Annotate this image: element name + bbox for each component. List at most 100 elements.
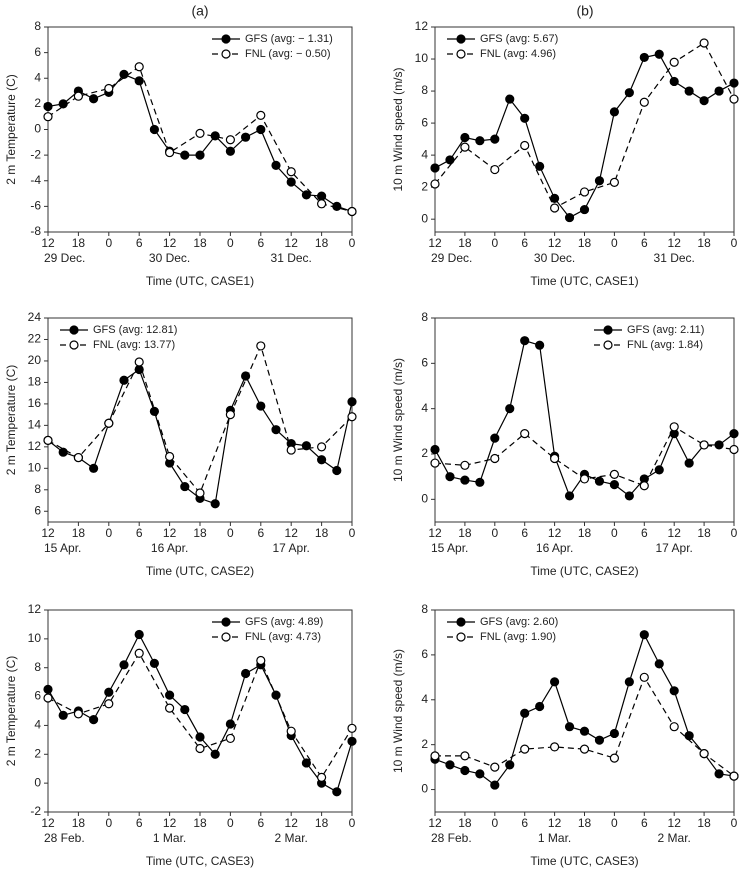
marker bbox=[535, 701, 545, 712]
y-tick-label: 8 bbox=[34, 660, 41, 674]
marker bbox=[490, 433, 500, 443]
x-tick-label: 6 bbox=[257, 236, 264, 250]
date-label: 1 Mar. bbox=[153, 831, 186, 845]
marker bbox=[225, 733, 235, 744]
x-tick-label: 12 bbox=[548, 526, 562, 540]
date-label: 2 Mar. bbox=[658, 831, 691, 845]
marker bbox=[456, 49, 466, 59]
marker bbox=[256, 124, 266, 135]
y-tick-label: 16 bbox=[28, 396, 42, 410]
y-tick-label: -8 bbox=[30, 224, 41, 238]
marker bbox=[165, 147, 175, 158]
y-tick-label: 0 bbox=[421, 492, 428, 506]
marker bbox=[317, 442, 327, 452]
x-tick-label: 18 bbox=[697, 526, 711, 540]
marker bbox=[73, 709, 84, 719]
x-tick-label: 0 bbox=[227, 816, 234, 830]
marker bbox=[271, 160, 281, 170]
x-axis-label: Time (UTC, CASE1) bbox=[146, 274, 254, 288]
marker bbox=[210, 749, 220, 759]
y-tick-label: 0 bbox=[421, 211, 428, 225]
marker bbox=[505, 404, 515, 414]
series-line bbox=[434, 42, 735, 209]
marker bbox=[256, 110, 266, 121]
series-line bbox=[47, 368, 353, 505]
marker bbox=[347, 397, 357, 407]
marker bbox=[195, 128, 205, 138]
marker bbox=[241, 132, 251, 142]
x-tick-label: 12 bbox=[548, 816, 562, 830]
marker bbox=[88, 94, 99, 104]
y-tick-label: 0 bbox=[34, 122, 41, 136]
marker bbox=[475, 769, 485, 779]
marker bbox=[594, 735, 605, 745]
date-label: 16 Apr. bbox=[536, 541, 573, 555]
marker bbox=[460, 765, 470, 776]
x-tick-label: 12 bbox=[41, 236, 55, 250]
marker bbox=[317, 772, 327, 782]
x-tick-label: 6 bbox=[521, 526, 528, 540]
y-tick-label: -2 bbox=[30, 804, 41, 818]
marker bbox=[699, 38, 709, 48]
marker bbox=[301, 758, 311, 768]
marker bbox=[603, 340, 613, 350]
marker bbox=[669, 422, 679, 432]
marker bbox=[603, 325, 613, 335]
marker bbox=[490, 762, 500, 772]
x-tick-label: 12 bbox=[285, 526, 299, 540]
y-tick-label: 10 bbox=[28, 460, 42, 474]
x-tick-label: 6 bbox=[521, 816, 528, 830]
marker bbox=[669, 57, 679, 67]
marker bbox=[549, 742, 560, 752]
marker bbox=[699, 96, 709, 106]
marker bbox=[430, 179, 440, 189]
x-tick-label: 18 bbox=[458, 236, 472, 250]
y-tick-label: -2 bbox=[30, 147, 41, 161]
legend-label: FNL (avg: 1.90) bbox=[480, 631, 556, 643]
marker bbox=[460, 460, 470, 470]
marker bbox=[579, 726, 590, 736]
x-tick-label: 18 bbox=[72, 526, 86, 540]
x-tick-label: 18 bbox=[697, 236, 711, 250]
marker bbox=[149, 658, 159, 668]
x-tick-label: 12 bbox=[428, 526, 442, 540]
marker bbox=[165, 703, 175, 713]
marker bbox=[684, 731, 694, 741]
x-axis-label: Time (UTC, CASE3) bbox=[146, 854, 254, 868]
marker bbox=[460, 142, 470, 152]
marker bbox=[256, 341, 266, 351]
marker bbox=[104, 83, 114, 94]
x-tick-label: 6 bbox=[136, 816, 143, 830]
marker bbox=[460, 475, 470, 485]
date-label: 17 Apr. bbox=[656, 541, 693, 555]
x-tick-label: 0 bbox=[105, 236, 112, 250]
x-tick-label: 0 bbox=[491, 236, 498, 250]
date-label: 2 Mar. bbox=[275, 831, 308, 845]
marker bbox=[490, 780, 500, 790]
marker bbox=[347, 206, 357, 217]
x-tick-label: 12 bbox=[428, 816, 442, 830]
x-tick-label: 6 bbox=[641, 816, 648, 830]
marker bbox=[490, 453, 500, 464]
marker bbox=[654, 465, 664, 475]
marker bbox=[180, 481, 190, 492]
marker bbox=[564, 491, 575, 501]
marker bbox=[609, 469, 620, 479]
x-tick-label: 12 bbox=[163, 816, 177, 830]
x-tick-label: 18 bbox=[315, 236, 329, 250]
marker bbox=[624, 88, 634, 98]
y-axis-label: 10 m Wind speed (m/s) bbox=[391, 67, 405, 191]
date-label: 31 Dec. bbox=[654, 251, 695, 265]
marker bbox=[225, 135, 235, 145]
y-tick-label: 2 bbox=[421, 446, 428, 460]
marker bbox=[456, 617, 466, 627]
date-label: 15 Apr. bbox=[44, 541, 81, 555]
marker bbox=[165, 451, 175, 462]
x-tick-label: 0 bbox=[227, 236, 234, 250]
x-axis-label: Time (UTC, CASE2) bbox=[146, 564, 254, 578]
date-label: 28 Feb. bbox=[431, 831, 472, 845]
marker bbox=[729, 429, 739, 439]
marker bbox=[180, 704, 190, 715]
x-tick-label: 6 bbox=[136, 236, 143, 250]
marker bbox=[225, 719, 235, 729]
